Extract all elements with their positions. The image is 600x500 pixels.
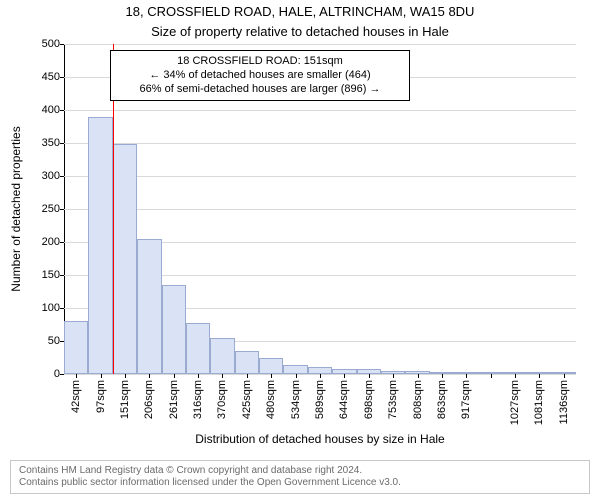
y-axis-label: Number of detached properties	[9, 126, 23, 291]
histogram-bar	[162, 285, 186, 374]
histogram-bar	[137, 239, 161, 374]
y-tick-label: 400	[42, 104, 60, 116]
x-tick-label: 261sqm	[168, 380, 180, 419]
x-tick-label: 644sqm	[338, 380, 350, 419]
y-tick-mark	[60, 44, 64, 45]
histogram-bar	[283, 365, 307, 374]
x-tick-label: 316sqm	[192, 380, 204, 419]
histogram-bar	[259, 358, 283, 374]
x-tick-label: 863sqm	[436, 380, 448, 419]
x-tick-mark	[247, 374, 248, 378]
y-tick-label: 50	[48, 335, 60, 347]
grid-line	[64, 176, 576, 177]
y-tick-label: 0	[54, 368, 60, 380]
x-tick-mark	[222, 374, 223, 378]
histogram-bar	[186, 323, 210, 374]
y-tick-mark	[60, 374, 64, 375]
x-tick-mark	[101, 374, 102, 378]
x-tick-mark	[344, 374, 345, 378]
x-tick-mark	[539, 374, 540, 378]
y-tick-mark	[60, 143, 64, 144]
x-tick-label: 534sqm	[290, 380, 302, 419]
x-tick-mark	[515, 374, 516, 378]
x-tick-mark	[442, 374, 443, 378]
x-tick-mark	[149, 374, 150, 378]
attribution-footer: Contains HM Land Registry data © Crown c…	[10, 460, 590, 494]
x-tick-label: 370sqm	[216, 380, 228, 419]
y-tick-label: 200	[42, 236, 60, 248]
x-tick-label: 425sqm	[241, 380, 253, 419]
x-tick-mark	[491, 374, 492, 378]
x-tick-label: 808sqm	[412, 380, 424, 419]
x-tick-label: 1136sqm	[558, 380, 570, 424]
y-tick-mark	[60, 242, 64, 243]
annotation-line-1: 18 CROSSFIELD ROAD: 151sqm	[119, 55, 401, 69]
y-tick-mark	[60, 77, 64, 78]
x-tick-label: 1081sqm	[533, 380, 545, 425]
grid-line	[64, 209, 576, 210]
x-tick-label: 1027sqm	[509, 380, 521, 425]
annotation-box: 18 CROSSFIELD ROAD: 151sqm ← 34% of deta…	[110, 50, 410, 101]
x-tick-label: 753sqm	[387, 380, 399, 419]
x-tick-mark	[174, 374, 175, 378]
chart-container: 18, CROSSFIELD ROAD, HALE, ALTRINCHAM, W…	[0, 0, 600, 500]
x-axis-label: Distribution of detached houses by size …	[64, 432, 576, 446]
x-tick-label: 698sqm	[363, 380, 375, 419]
x-tick-label: 589sqm	[314, 380, 326, 419]
x-tick-label: 97sqm	[95, 380, 107, 413]
histogram-bar	[235, 351, 259, 374]
chart-subtitle: Size of property relative to detached ho…	[0, 24, 600, 39]
histogram-bar	[64, 321, 88, 374]
y-tick-mark	[60, 275, 64, 276]
x-tick-label: 42sqm	[70, 380, 82, 413]
y-tick-label: 100	[42, 302, 60, 314]
x-tick-mark	[418, 374, 419, 378]
x-tick-mark	[320, 374, 321, 378]
x-tick-mark	[296, 374, 297, 378]
x-tick-mark	[369, 374, 370, 378]
y-tick-mark	[60, 209, 64, 210]
y-tick-mark	[60, 110, 64, 111]
x-tick-mark	[198, 374, 199, 378]
histogram-bar	[308, 367, 332, 374]
x-tick-label: 917sqm	[460, 380, 472, 419]
x-tick-mark	[564, 374, 565, 378]
grid-line	[64, 44, 576, 45]
y-tick-label: 250	[42, 203, 60, 215]
x-tick-label: 480sqm	[265, 380, 277, 419]
x-tick-mark	[271, 374, 272, 378]
grid-line	[64, 110, 576, 111]
y-tick-label: 350	[42, 137, 60, 149]
y-tick-mark	[60, 308, 64, 309]
chart-title: 18, CROSSFIELD ROAD, HALE, ALTRINCHAM, W…	[0, 4, 600, 19]
footer-line-2: Contains public sector information licen…	[19, 477, 581, 489]
y-tick-label: 300	[42, 170, 60, 182]
y-tick-mark	[60, 176, 64, 177]
y-tick-label: 500	[42, 38, 60, 50]
x-tick-mark	[76, 374, 77, 378]
x-tick-mark	[125, 374, 126, 378]
x-tick-label: 151sqm	[119, 380, 131, 419]
histogram-bar	[210, 338, 234, 374]
x-tick-mark	[393, 374, 394, 378]
y-tick-label: 150	[42, 269, 60, 281]
x-tick-mark	[466, 374, 467, 378]
grid-line	[64, 143, 576, 144]
x-tick-label: 206sqm	[143, 380, 155, 419]
histogram-bar	[88, 117, 112, 374]
histogram-bar	[113, 144, 137, 374]
annotation-line-3: 66% of semi-detached houses are larger (…	[119, 83, 401, 97]
y-tick-label: 450	[42, 71, 60, 83]
annotation-line-2: ← 34% of detached houses are smaller (46…	[119, 69, 401, 83]
footer-line-1: Contains HM Land Registry data © Crown c…	[19, 465, 581, 477]
